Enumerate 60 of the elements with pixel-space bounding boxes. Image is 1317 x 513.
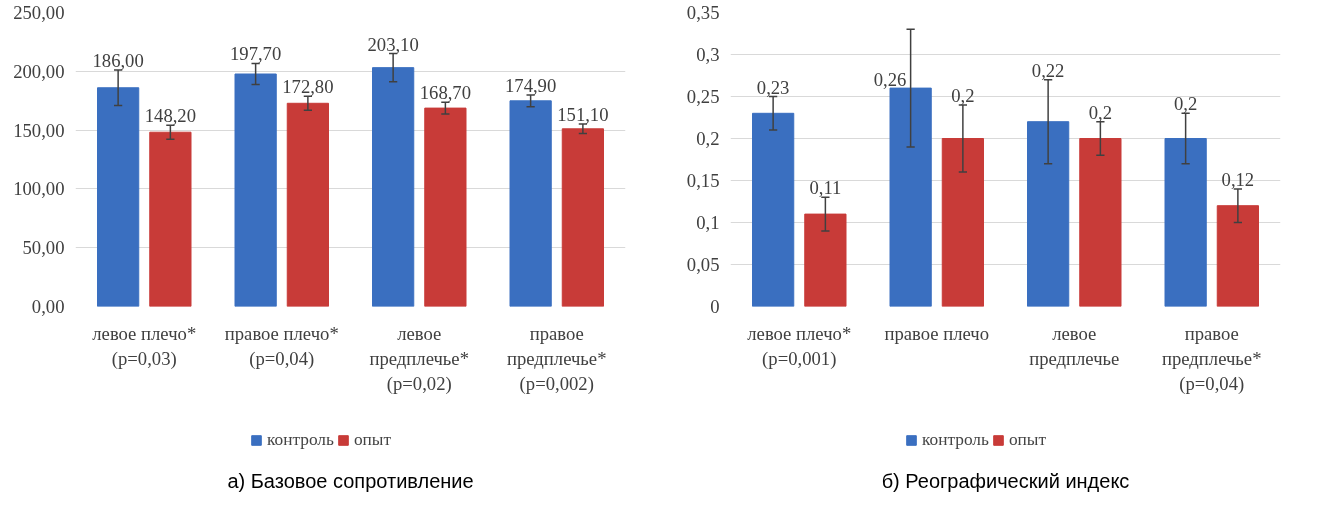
bar xyxy=(1027,121,1070,307)
data-label: 203,10 xyxy=(367,33,419,55)
x-tick-label: левое плечо* (p=0,03) xyxy=(92,322,197,370)
x-tick-label: левое предплечье xyxy=(1029,322,1120,369)
data-label: 0,2 xyxy=(1088,101,1113,123)
bar xyxy=(97,87,140,307)
x-tick-label: правое плечо xyxy=(884,322,990,344)
bar xyxy=(424,107,467,307)
y-tick-label: 100,00 xyxy=(13,178,65,200)
y-tick-label: 0,3 xyxy=(696,44,720,65)
data-label: 172,80 xyxy=(282,76,334,98)
y-tick-label: 0,00 xyxy=(31,296,65,317)
bar xyxy=(234,73,277,307)
bar xyxy=(1164,138,1207,307)
y-tick-label: 0,1 xyxy=(696,212,720,233)
x-tick-label: левое предплечье* (p=0,02) xyxy=(369,322,469,395)
bar xyxy=(561,128,604,307)
text: б) Реографический индекс xyxy=(881,469,1130,492)
legend-label: опыт xyxy=(1008,430,1047,450)
data-label: 186,00 xyxy=(92,50,144,72)
data-label: 0,2 xyxy=(951,84,975,106)
data-label: 174,90 xyxy=(504,74,557,96)
bar xyxy=(286,102,329,307)
x-tick-label: левое плечо* (p=0,001) xyxy=(747,322,852,370)
text: а) Базовое сопротивление xyxy=(227,469,474,492)
bar xyxy=(941,138,984,307)
data-label: 0,11 xyxy=(809,177,842,199)
bar xyxy=(1079,138,1122,307)
data-label: 0,2 xyxy=(1173,93,1198,115)
data-label: 0,23 xyxy=(756,76,790,98)
y-tick-label: 0,35 xyxy=(686,2,720,23)
data-label: 148,20 xyxy=(144,105,197,127)
data-label: 0,22 xyxy=(1031,59,1065,81)
x-tick-label: правое предплечье* (p=0,002) xyxy=(507,322,607,395)
bar xyxy=(149,131,192,307)
data-label: 168,70 xyxy=(419,82,472,104)
x-tick-label: правое предплечье* (p=0,04) xyxy=(1162,322,1262,395)
legend-label: контроль xyxy=(267,430,334,450)
bar xyxy=(372,67,415,307)
y-tick-label: 0 xyxy=(710,296,720,317)
bar xyxy=(889,87,932,307)
y-tick-label: 0,25 xyxy=(686,86,720,107)
y-tick-label: 200,00 xyxy=(13,60,65,82)
legend-label: контроль xyxy=(922,430,989,450)
bar xyxy=(804,213,847,307)
bar xyxy=(1216,205,1259,307)
x-tick-label: правое плечо* (p=0,04) xyxy=(224,322,339,370)
y-tick-label: 250,00 xyxy=(13,2,65,23)
data-label: 197,70 xyxy=(229,43,282,65)
data-label: 0,12 xyxy=(1221,168,1255,190)
bar xyxy=(752,112,795,307)
y-tick-label: 0,2 xyxy=(696,128,720,149)
data-label: 151,10 xyxy=(557,104,609,126)
data-label: 0,26 xyxy=(873,69,907,91)
y-tick-label: 0,15 xyxy=(686,170,720,191)
legend-label: опыт xyxy=(353,430,392,450)
bar xyxy=(509,100,552,307)
y-tick-label: 0,05 xyxy=(686,254,720,275)
y-tick-label: 50,00 xyxy=(22,237,65,259)
y-tick-label: 150,00 xyxy=(13,119,65,141)
